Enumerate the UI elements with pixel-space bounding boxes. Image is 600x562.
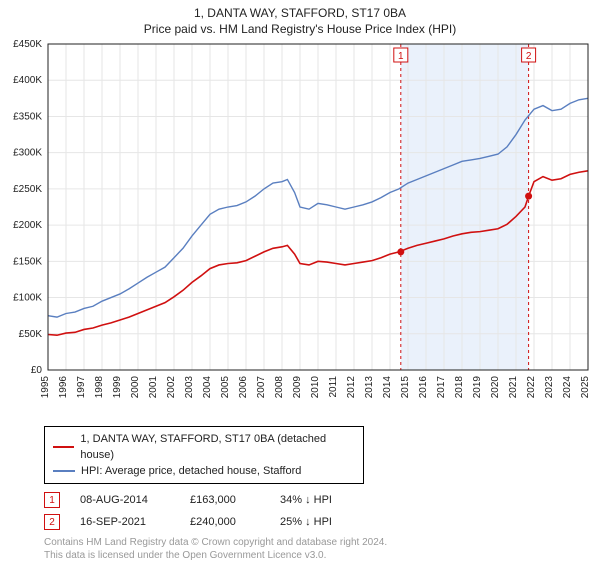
chart-container: 1, DANTA WAY, STAFFORD, ST17 0BA Price p… bbox=[0, 0, 600, 560]
svg-text:£200K: £200K bbox=[13, 220, 42, 231]
svg-text:2021: 2021 bbox=[508, 376, 519, 399]
svg-text:2016: 2016 bbox=[418, 376, 429, 399]
svg-text:2: 2 bbox=[526, 51, 532, 62]
svg-text:2025: 2025 bbox=[580, 376, 591, 399]
sale-pct: 34% ↓ HPI bbox=[280, 494, 370, 506]
svg-text:2001: 2001 bbox=[148, 376, 159, 399]
svg-text:2013: 2013 bbox=[364, 376, 375, 399]
legend: 1, DANTA WAY, STAFFORD, ST17 0BA (detach… bbox=[44, 426, 364, 484]
sale-badge: 2 bbox=[44, 514, 60, 530]
svg-text:2008: 2008 bbox=[274, 376, 285, 399]
sale-date: 08-AUG-2014 bbox=[80, 494, 170, 506]
svg-text:2024: 2024 bbox=[562, 376, 573, 399]
svg-text:2022: 2022 bbox=[526, 376, 537, 399]
legend-item: 1, DANTA WAY, STAFFORD, ST17 0BA (detach… bbox=[53, 431, 355, 463]
svg-text:£350K: £350K bbox=[13, 111, 42, 122]
svg-text:2014: 2014 bbox=[382, 376, 393, 399]
svg-text:£300K: £300K bbox=[13, 148, 42, 159]
svg-text:£0: £0 bbox=[31, 365, 43, 376]
legend-label: HPI: Average price, detached house, Staf… bbox=[81, 463, 301, 479]
svg-text:1997: 1997 bbox=[76, 376, 87, 399]
svg-text:£100K: £100K bbox=[13, 293, 42, 304]
sale-price: £240,000 bbox=[190, 516, 260, 528]
svg-text:2010: 2010 bbox=[310, 376, 321, 399]
svg-text:2011: 2011 bbox=[328, 376, 339, 398]
legend-item: HPI: Average price, detached house, Staf… bbox=[53, 463, 355, 479]
svg-text:2007: 2007 bbox=[256, 376, 267, 399]
svg-text:1999: 1999 bbox=[112, 376, 123, 399]
svg-text:2017: 2017 bbox=[436, 376, 447, 399]
svg-text:2019: 2019 bbox=[472, 376, 483, 399]
svg-text:2018: 2018 bbox=[454, 376, 465, 399]
svg-text:2003: 2003 bbox=[184, 376, 195, 399]
svg-text:2002: 2002 bbox=[166, 376, 177, 399]
svg-text:2006: 2006 bbox=[238, 376, 249, 399]
sales-table: 1 08-AUG-2014 £163,000 34% ↓ HPI 2 16-SE… bbox=[44, 492, 588, 530]
chart-title: 1, DANTA WAY, STAFFORD, ST17 0BA bbox=[0, 0, 600, 20]
footnote-line: Contains HM Land Registry data © Crown c… bbox=[44, 536, 588, 549]
svg-text:2015: 2015 bbox=[400, 376, 411, 399]
svg-text:2012: 2012 bbox=[346, 376, 357, 399]
svg-text:2004: 2004 bbox=[202, 376, 213, 399]
sale-price: £163,000 bbox=[190, 494, 260, 506]
svg-text:2023: 2023 bbox=[544, 376, 555, 399]
svg-text:£450K: £450K bbox=[13, 40, 42, 50]
sale-date: 16-SEP-2021 bbox=[80, 516, 170, 528]
svg-text:£50K: £50K bbox=[19, 329, 43, 340]
sale-badge: 1 bbox=[44, 492, 60, 508]
sale-pct: 25% ↓ HPI bbox=[280, 516, 370, 528]
svg-text:2005: 2005 bbox=[220, 376, 231, 399]
footnote-line: This data is licensed under the Open Gov… bbox=[44, 549, 588, 562]
sale-row: 2 16-SEP-2021 £240,000 25% ↓ HPI bbox=[44, 514, 588, 530]
chart-plot-area: £0 £50K £100K £150K £200K £250K £300K £350K £400… bbox=[0, 40, 600, 420]
legend-swatch bbox=[53, 446, 74, 448]
svg-text:£150K: £150K bbox=[13, 256, 42, 267]
svg-text:1995: 1995 bbox=[40, 376, 51, 399]
chart-subtitle: Price paid vs. HM Land Registry's House … bbox=[0, 20, 600, 40]
chart-svg: £0 £50K £100K £150K £200K £250K £300K £350K £400… bbox=[0, 40, 600, 420]
legend-label: 1, DANTA WAY, STAFFORD, ST17 0BA (detach… bbox=[80, 431, 355, 463]
svg-text:£400K: £400K bbox=[13, 75, 42, 86]
svg-text:2020: 2020 bbox=[490, 376, 501, 399]
svg-text:1: 1 bbox=[398, 51, 404, 62]
sale-row: 1 08-AUG-2014 £163,000 34% ↓ HPI bbox=[44, 492, 588, 508]
footnote: Contains HM Land Registry data © Crown c… bbox=[44, 536, 588, 562]
legend-swatch bbox=[53, 470, 75, 472]
svg-text:£250K: £250K bbox=[13, 184, 42, 195]
svg-text:2000: 2000 bbox=[130, 376, 141, 399]
svg-text:1998: 1998 bbox=[94, 376, 105, 399]
svg-text:1996: 1996 bbox=[58, 376, 69, 399]
svg-text:2009: 2009 bbox=[292, 376, 303, 399]
